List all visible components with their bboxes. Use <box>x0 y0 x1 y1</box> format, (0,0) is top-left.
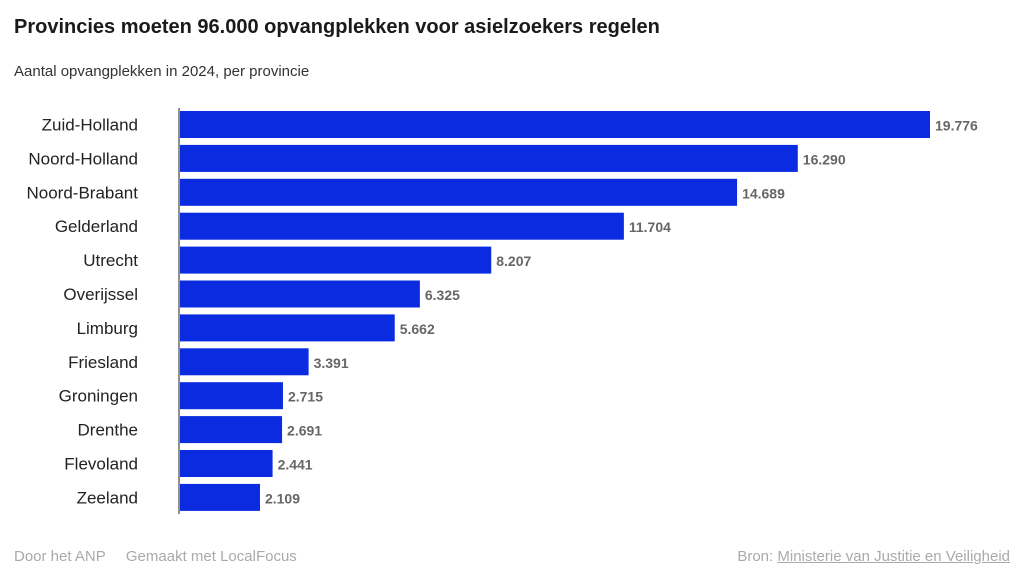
category-label: Noord-Holland <box>28 149 138 168</box>
value-label: 2.691 <box>287 423 322 439</box>
source-label: Bron: <box>737 548 774 565</box>
footer-author: Door het ANP <box>14 548 106 565</box>
value-label: 11.704 <box>629 219 671 235</box>
bar[interactable] <box>180 144 798 172</box>
value-label: 5.662 <box>400 321 435 337</box>
bar[interactable] <box>180 212 624 240</box>
bar[interactable] <box>180 382 283 410</box>
value-label: 2.715 <box>288 389 323 405</box>
value-label: 3.391 <box>314 355 349 371</box>
value-label: 19.776 <box>935 118 978 134</box>
chart-subtitle: Aantal opvangplekken in 2024, per provin… <box>14 63 310 80</box>
bar[interactable] <box>180 314 395 342</box>
bar[interactable] <box>180 178 738 206</box>
category-label: Noord-Brabant <box>26 183 138 202</box>
category-label: Drenthe <box>78 421 138 440</box>
bar[interactable] <box>180 483 260 511</box>
value-label: 8.207 <box>496 253 531 269</box>
footer-credits: Door het ANP Gemaakt met LocalFocus <box>14 548 313 565</box>
chart-title: Provincies moeten 96.000 opvangplekken v… <box>14 16 660 38</box>
category-label: Groningen <box>59 387 138 406</box>
bar[interactable] <box>180 348 309 376</box>
value-label: 6.325 <box>425 287 460 303</box>
category-label: Utrecht <box>83 251 138 270</box>
category-label: Friesland <box>68 353 138 372</box>
bar[interactable] <box>180 246 492 274</box>
bar[interactable] <box>180 416 283 444</box>
source-link[interactable]: Ministerie van Justitie en Veiligheid <box>777 548 1010 565</box>
footer-source: Bron: Ministerie van Justitie en Veiligh… <box>737 548 1010 565</box>
category-label: Overijssel <box>63 285 138 304</box>
category-label: Flevoland <box>64 455 138 474</box>
value-label: 2.441 <box>278 457 313 473</box>
category-label: Gelderland <box>55 217 138 236</box>
bar-chart: Zuid-Holland Noord-Holland Noord-Brabant Ge… <box>26 108 978 514</box>
bar[interactable] <box>180 111 930 138</box>
category-label: Zeeland <box>77 488 138 507</box>
category-label: Zuid-Holland <box>42 116 138 135</box>
value-label: 16.290 <box>803 151 846 167</box>
category-label: Limburg <box>77 319 138 338</box>
value-label: 14.689 <box>742 185 785 201</box>
bar[interactable] <box>180 280 420 308</box>
bar[interactable] <box>180 450 273 477</box>
value-label: 2.109 <box>265 490 300 506</box>
footer-made-with[interactable]: Gemaakt met LocalFocus <box>125 548 297 565</box>
